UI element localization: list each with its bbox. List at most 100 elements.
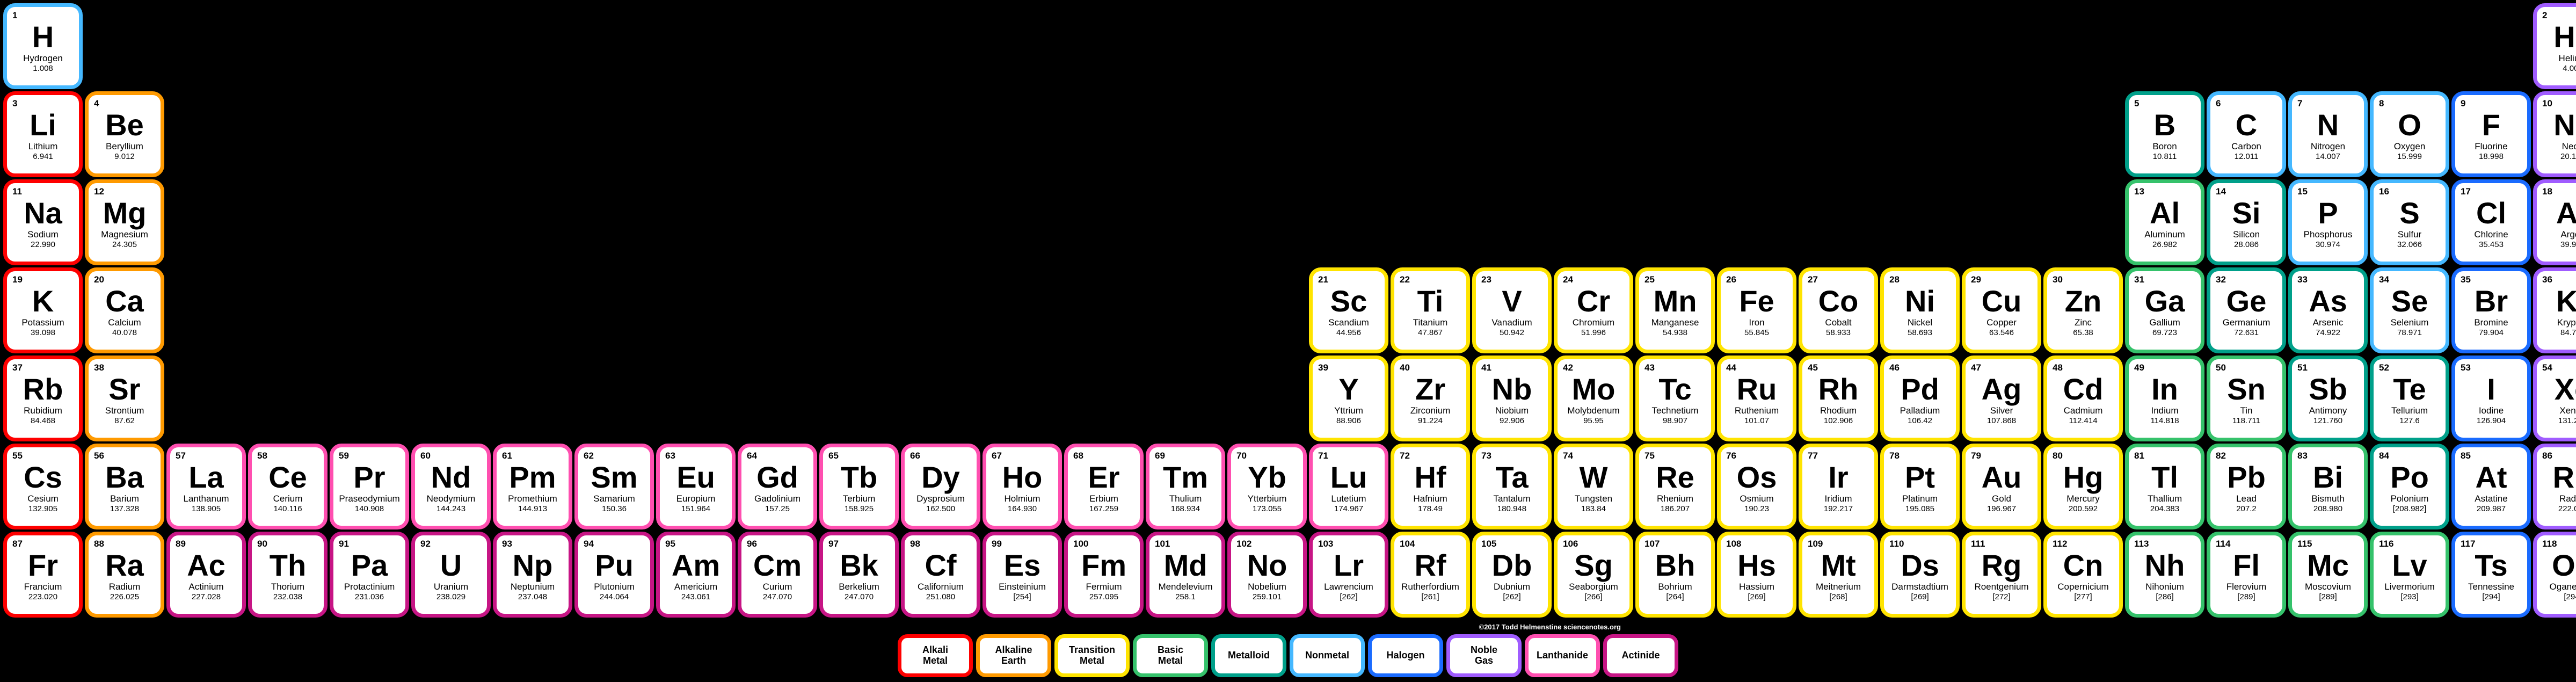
element-name: Radium xyxy=(109,582,141,592)
element-symbol: Rh xyxy=(1818,374,1859,404)
atomic-number: 50 xyxy=(2216,362,2226,373)
element-ds: 110DsDarmstadtium[269] xyxy=(1880,532,1960,618)
atomic-number: 8 xyxy=(2379,98,2384,109)
element-name: Niobium xyxy=(1495,405,1529,416)
atomic-number: 9 xyxy=(2461,98,2465,109)
element-symbol: Sn xyxy=(2227,374,2266,404)
element-cs: 55CsCesium132.905 xyxy=(3,444,83,529)
element-symbol: Pa xyxy=(351,550,388,581)
atomic-mass: 183.84 xyxy=(1581,504,1606,513)
element-symbol: Dy xyxy=(921,462,960,492)
element-symbol: Ho xyxy=(1002,462,1043,492)
atomic-mass: 223.020 xyxy=(28,592,57,601)
element-name: Thulium xyxy=(1169,494,1202,504)
element-mt: 109MtMeitnerium[268] xyxy=(1799,532,1878,618)
credit-text: ©2017 Todd Helmenstine sciencenotes.org xyxy=(1479,623,1621,631)
element-la: 57LaLanthanum138.905 xyxy=(166,444,246,529)
atomic-mass: 247.070 xyxy=(845,592,874,601)
atomic-number: 116 xyxy=(2379,539,2393,549)
element-name: Molybdenum xyxy=(1567,405,1619,416)
atomic-number: 42 xyxy=(1563,362,1573,373)
element-symbol: Fr xyxy=(28,550,58,581)
element-al: 13AlAluminum26.982 xyxy=(2125,179,2204,265)
atomic-number: 108 xyxy=(1726,539,1741,549)
element-name: Hafnium xyxy=(1413,494,1447,504)
element-og: 118OgOganesson[294] xyxy=(2533,532,2576,618)
element-name: Uranium xyxy=(434,582,468,592)
element-name: Nobelium xyxy=(1248,582,1286,592)
atomic-number: 112 xyxy=(2053,539,2067,549)
element-es: 99EsEinsteinium[254] xyxy=(983,532,1062,618)
atomic-mass: 227.028 xyxy=(192,592,221,601)
atomic-number: 39 xyxy=(1318,362,1328,373)
element-au: 79AuGold196.967 xyxy=(1962,444,2041,529)
element-symbol: Ce xyxy=(268,462,307,492)
element-symbol: W xyxy=(1580,462,1608,492)
element-symbol: Ts xyxy=(2475,550,2507,581)
element-symbol: Mc xyxy=(2307,550,2349,581)
element-symbol: Pt xyxy=(1905,462,1935,492)
element-name: Lithium xyxy=(28,141,58,152)
atomic-mass: 157.25 xyxy=(765,504,790,513)
element-c: 6CCarbon12.011 xyxy=(2207,91,2286,177)
element-sm: 62SmSamarium150.36 xyxy=(574,444,654,529)
atomic-number: 75 xyxy=(1644,451,1655,461)
element-tl: 81TlThallium204.383 xyxy=(2125,444,2204,529)
atomic-number: 29 xyxy=(1971,274,1981,285)
element-name: Nickel xyxy=(1908,317,1932,328)
element-symbol: Sb xyxy=(2309,374,2347,404)
element-tc: 43TcTechnetium98.907 xyxy=(1635,355,1715,441)
element-symbol: Pr xyxy=(353,462,385,492)
atomic-number: 17 xyxy=(2461,186,2471,197)
atomic-mass: 87.62 xyxy=(114,416,135,425)
legend-halogen: Halogen xyxy=(1368,634,1443,677)
element-md: 101MdMendelevium258.1 xyxy=(1146,532,1225,618)
element-symbol: Ra xyxy=(105,550,144,581)
element-name: Erbium xyxy=(1089,494,1118,504)
element-symbol: Ca xyxy=(105,286,144,316)
atomic-number: 19 xyxy=(12,274,23,285)
atomic-number: 43 xyxy=(1644,362,1655,373)
element-symbol: Ru xyxy=(1737,374,1777,404)
element-symbol: Eu xyxy=(676,462,715,492)
atomic-number: 106 xyxy=(1563,539,1578,549)
atomic-number: 45 xyxy=(1808,362,1818,373)
element-name: Sulfur xyxy=(2398,229,2421,240)
atomic-number: 51 xyxy=(2297,362,2308,373)
element-ir: 77IrIridium192.217 xyxy=(1799,444,1878,529)
element-ce: 58CeCerium140.116 xyxy=(248,444,328,529)
element-lv: 116LvLivermorium[293] xyxy=(2370,532,2449,618)
element-name: Fluorine xyxy=(2475,141,2507,152)
element-symbol: Te xyxy=(2393,374,2426,404)
atomic-number: 27 xyxy=(1808,274,1818,285)
atomic-number: 64 xyxy=(747,451,757,461)
element-name: Americium xyxy=(674,582,717,592)
element-name: Livermorium xyxy=(2384,582,2435,592)
element-mo: 42MoMolybdenum95.95 xyxy=(1554,355,1633,441)
element-name: Cadmium xyxy=(2064,405,2103,416)
atomic-mass: 232.038 xyxy=(273,592,302,601)
element-symbol: Ar xyxy=(2556,198,2576,228)
atomic-number: 18 xyxy=(2542,186,2552,197)
atomic-mass: [262] xyxy=(1340,592,1357,601)
element-fe: 26FeIron55.845 xyxy=(1717,267,1796,353)
element-symbol: B xyxy=(2154,110,2175,140)
atomic-number: 99 xyxy=(992,539,1002,549)
element-no: 102NoNobelium259.101 xyxy=(1227,532,1307,618)
element-symbol: At xyxy=(2475,462,2507,492)
atomic-number: 71 xyxy=(1318,451,1328,461)
atomic-mass: 106.42 xyxy=(1908,416,1932,425)
element-ge: 32GeGermanium72.631 xyxy=(2207,267,2286,353)
element-name: Meitnerium xyxy=(1816,582,1861,592)
element-name: Argon xyxy=(2560,229,2576,240)
element-symbol: Ir xyxy=(1828,462,1848,492)
element-ne: 10NeNeon20.180 xyxy=(2533,91,2576,177)
legend-actinide: Actinide xyxy=(1603,634,1678,677)
element-name: Helium xyxy=(2559,53,2576,64)
atomic-mass: 72.631 xyxy=(2234,328,2259,337)
legend-noble: Noble Gas xyxy=(1446,634,1522,677)
element-er: 68ErErbium167.259 xyxy=(1064,444,1144,529)
atomic-mass: 140.908 xyxy=(355,504,384,513)
element-name: Tungsten xyxy=(1575,494,1612,504)
element-in: 49InIndium114.818 xyxy=(2125,355,2204,441)
